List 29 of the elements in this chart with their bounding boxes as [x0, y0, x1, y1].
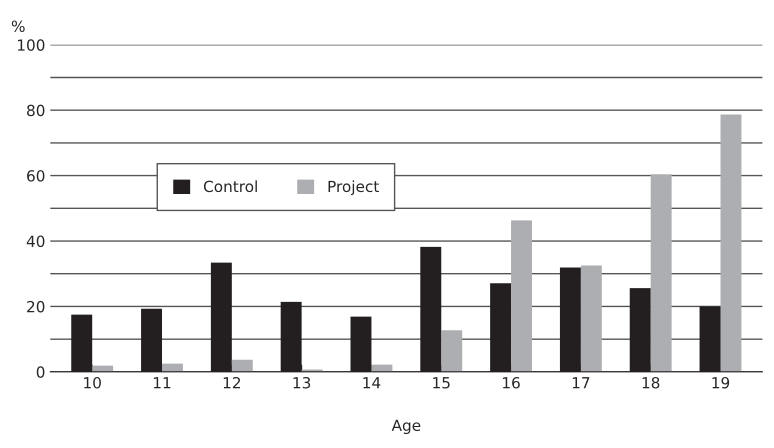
x-tick-label: 13 — [294, 376, 310, 389]
y-axis-title: % — [12, 20, 25, 32]
x-tick-label: 16 — [503, 376, 520, 389]
x-tick-label: 17 — [572, 377, 590, 388]
y-tick-label: 100 — [18, 39, 44, 51]
x-tick-label: 10 — [84, 376, 101, 389]
x-tick-label: 15 — [433, 377, 450, 389]
x-tick-label: 14 — [363, 377, 380, 388]
y-tick-label: 20 — [27, 300, 44, 312]
bar — [441, 330, 462, 372]
x-tick-label: 12 — [224, 376, 240, 388]
x-tick-label: 19 — [712, 376, 730, 389]
bar — [232, 360, 253, 372]
x-tick-label: 11 — [154, 377, 170, 388]
x-axis-title: Age — [392, 420, 420, 434]
legend-label: Project — [328, 180, 379, 196]
bar — [371, 364, 392, 372]
bar — [92, 366, 114, 372]
y-tick-label: 40 — [26, 235, 44, 248]
x-tick-label: 18 — [642, 376, 660, 389]
bar — [580, 266, 602, 372]
y-tick-label: 80 — [27, 104, 44, 116]
y-tick-label: 0 — [36, 366, 44, 378]
bar — [650, 174, 672, 372]
y-tick-label: 60 — [27, 170, 44, 182]
bar — [511, 220, 532, 372]
bar — [162, 364, 183, 372]
bar — [720, 114, 742, 372]
legend-label: Control — [204, 180, 257, 192]
